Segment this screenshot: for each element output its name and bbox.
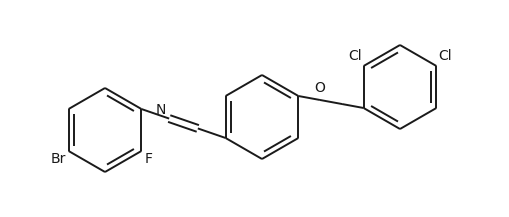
- Text: N: N: [155, 103, 166, 117]
- Text: Cl: Cl: [438, 49, 451, 63]
- Text: O: O: [314, 81, 325, 95]
- Text: Cl: Cl: [347, 49, 361, 63]
- Text: F: F: [144, 152, 152, 166]
- Text: Br: Br: [50, 152, 66, 166]
